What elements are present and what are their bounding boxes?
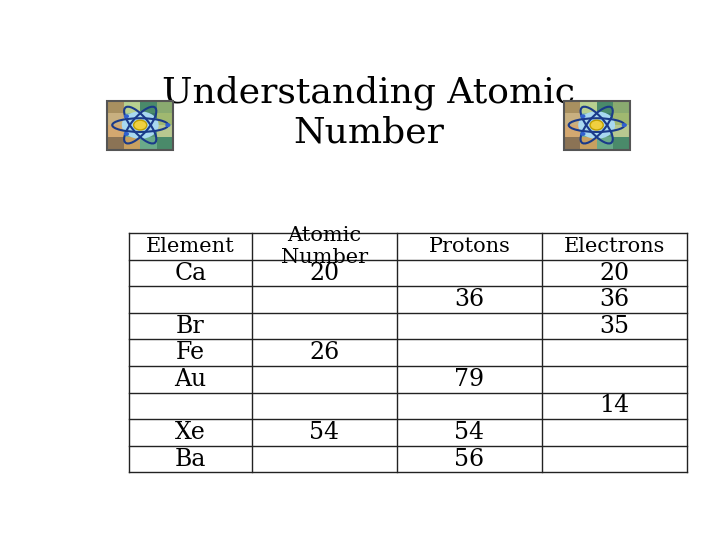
- Circle shape: [124, 114, 129, 118]
- Circle shape: [578, 111, 615, 139]
- Text: Element: Element: [146, 237, 235, 256]
- Bar: [564, 113, 580, 125]
- Bar: [580, 125, 597, 137]
- Bar: [597, 137, 613, 150]
- Bar: [597, 125, 613, 137]
- Text: 56: 56: [454, 448, 485, 470]
- Bar: [157, 113, 173, 125]
- Bar: [157, 125, 173, 137]
- Text: Electrons: Electrons: [564, 237, 665, 256]
- Bar: [564, 100, 629, 150]
- Bar: [107, 125, 124, 137]
- Bar: [580, 113, 597, 125]
- Text: Au: Au: [174, 368, 207, 391]
- Bar: [157, 100, 173, 113]
- Bar: [140, 125, 157, 137]
- Bar: [564, 125, 580, 137]
- Text: Ba: Ba: [175, 448, 206, 470]
- Circle shape: [166, 123, 171, 127]
- Bar: [564, 137, 580, 150]
- Bar: [597, 100, 613, 113]
- Bar: [140, 100, 157, 113]
- Bar: [107, 100, 124, 113]
- Bar: [140, 137, 157, 150]
- Bar: [124, 137, 140, 150]
- Text: Xe: Xe: [175, 421, 206, 444]
- Text: Atomic
Number: Atomic Number: [281, 226, 368, 267]
- Text: 20: 20: [600, 261, 629, 285]
- Text: 54: 54: [310, 421, 339, 444]
- Bar: [613, 125, 629, 137]
- Circle shape: [134, 120, 147, 130]
- Circle shape: [621, 123, 627, 127]
- Text: 36: 36: [600, 288, 629, 311]
- Text: 20: 20: [310, 261, 339, 285]
- Text: 35: 35: [600, 315, 629, 338]
- Bar: [613, 113, 629, 125]
- Text: 54: 54: [454, 421, 485, 444]
- Bar: [157, 137, 173, 150]
- Text: Ca: Ca: [174, 261, 207, 285]
- Bar: [124, 113, 140, 125]
- Bar: [107, 137, 124, 150]
- Text: Br: Br: [176, 315, 204, 338]
- Circle shape: [580, 114, 585, 118]
- Text: 79: 79: [454, 368, 485, 391]
- Text: 14: 14: [599, 394, 630, 417]
- Text: 26: 26: [309, 341, 340, 365]
- Text: 36: 36: [454, 288, 485, 311]
- Bar: [580, 137, 597, 150]
- Text: Protons: Protons: [428, 237, 510, 256]
- Circle shape: [590, 120, 603, 130]
- Bar: [124, 125, 140, 137]
- Circle shape: [122, 111, 158, 139]
- Text: Fe: Fe: [176, 341, 205, 365]
- Bar: [613, 137, 629, 150]
- Bar: [107, 113, 124, 125]
- Bar: [597, 113, 613, 125]
- Text: Understanding Atomic
Number: Understanding Atomic Number: [163, 75, 575, 149]
- Bar: [107, 100, 173, 150]
- Circle shape: [124, 132, 129, 136]
- Bar: [580, 100, 597, 113]
- Circle shape: [580, 132, 585, 136]
- Bar: [613, 100, 629, 113]
- Bar: [140, 113, 157, 125]
- Bar: [564, 100, 580, 113]
- Bar: [124, 100, 140, 113]
